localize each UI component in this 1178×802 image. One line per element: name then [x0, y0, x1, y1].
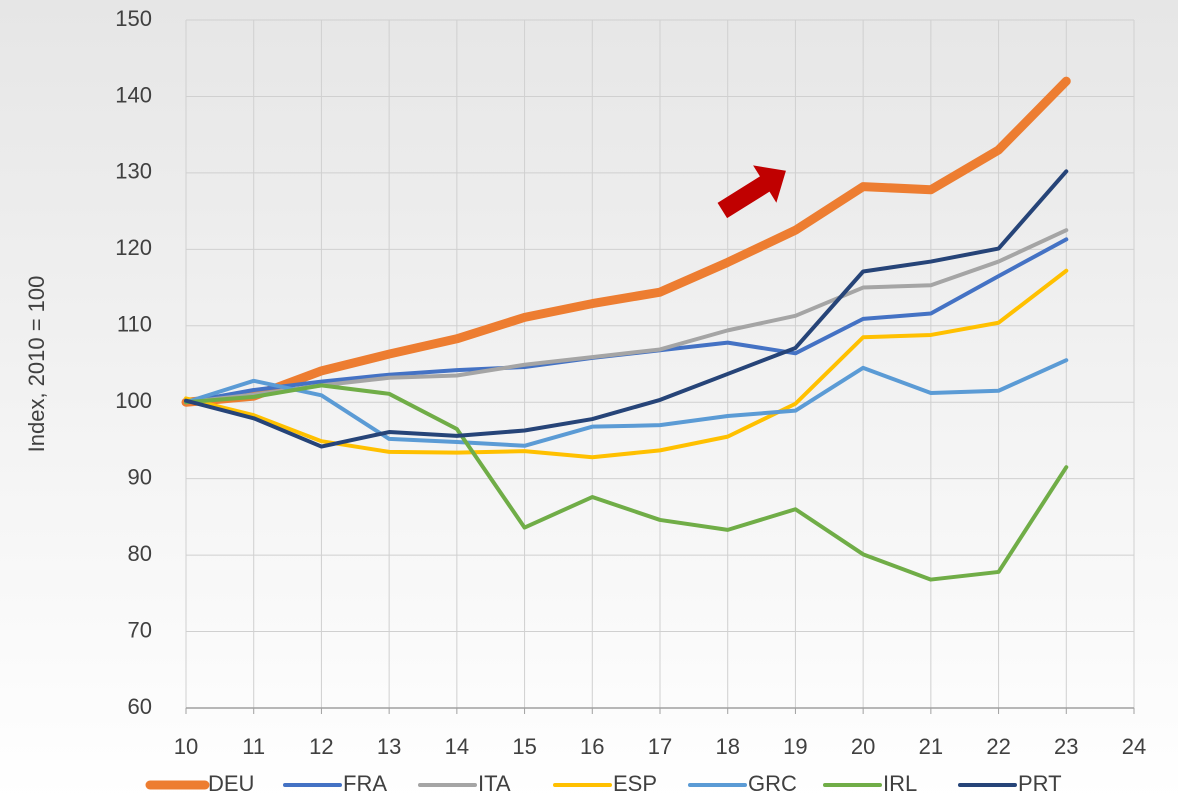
- y-tick-label: 90: [128, 464, 152, 489]
- legend: DEU FRA ITA ESP GRC IRL PRT: [145, 771, 1062, 796]
- legend-label: FRA: [343, 771, 387, 796]
- y-tick-label: 120: [115, 235, 152, 260]
- series-line: [184, 228, 1069, 405]
- legend-label: IRL: [883, 771, 917, 796]
- y-tick-label: 130: [115, 159, 152, 184]
- x-tick-label: 19: [783, 734, 807, 759]
- y-tick-label: 140: [115, 82, 152, 107]
- y-tick-label: 80: [128, 541, 152, 566]
- y-tick-label: 100: [115, 388, 152, 413]
- y-axis-label: Index, 2010 = 100: [24, 276, 49, 453]
- x-tick-label: 16: [580, 734, 604, 759]
- x-tick-label: 23: [1054, 734, 1078, 759]
- legend-label: ESP: [613, 771, 657, 796]
- x-tick-label: 24: [1122, 734, 1146, 759]
- x-tick-label: 11: [242, 734, 265, 759]
- y-tick-label: 110: [117, 312, 152, 337]
- legend-label: PRT: [1018, 771, 1062, 796]
- y-tick-label: 150: [115, 6, 152, 31]
- x-tick-label: 20: [851, 734, 875, 759]
- x-tick-label: 14: [445, 734, 469, 759]
- x-tick-label: 18: [715, 734, 739, 759]
- x-tick-label: 12: [309, 734, 333, 759]
- legend-label: ITA: [478, 771, 511, 796]
- x-tick-label: 17: [648, 734, 672, 759]
- x-tick-label: 22: [986, 734, 1010, 759]
- x-tick-label: 15: [512, 734, 536, 759]
- x-tick-label: 13: [377, 734, 401, 759]
- y-tick-label: 70: [128, 617, 152, 642]
- legend-label: GRC: [748, 771, 797, 796]
- x-tick-label: 10: [174, 734, 198, 759]
- x-tick-label: 21: [919, 734, 943, 759]
- lines: [181, 76, 1071, 582]
- series-line: [184, 383, 1069, 582]
- series-line: [184, 169, 1069, 449]
- series-line: [184, 358, 1069, 448]
- y-tick-label: 60: [128, 694, 152, 719]
- grid: 60 70 80 90 100 110 120 130 140 150 10 11 12 13 14 15 16…: [115, 6, 1146, 759]
- series-line: [181, 76, 1071, 407]
- legend-label: DEU: [208, 771, 254, 796]
- arrow-annotation: [717, 165, 786, 219]
